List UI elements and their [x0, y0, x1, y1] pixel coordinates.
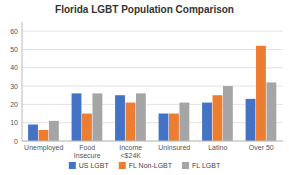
legend-item: FL Non-LGBT	[119, 162, 173, 169]
bar	[223, 86, 233, 141]
x-tick-label-line: <$24K	[121, 152, 142, 159]
y-tick-label: 50	[10, 46, 18, 53]
x-tick-label-line: Food	[79, 144, 95, 151]
legend-swatch	[119, 162, 126, 169]
y-tick-label: 30	[10, 83, 18, 90]
grid-line	[22, 86, 283, 87]
x-tick-label: Over 50	[249, 144, 274, 151]
x-tick-label: Latino	[208, 144, 227, 151]
bar	[92, 93, 102, 141]
grid-line	[22, 49, 283, 50]
grid-line	[22, 31, 283, 32]
bars	[28, 46, 276, 141]
chart: Florida LGBT Population Comparison 0 10 20 3…	[0, 0, 289, 175]
bar	[213, 95, 223, 141]
bar	[82, 114, 92, 141]
bar	[136, 93, 146, 141]
bar	[256, 46, 266, 141]
y-tick-label: 0	[14, 138, 18, 145]
y-tick-label: 40	[10, 64, 18, 71]
legend-label: US LGBT	[79, 162, 110, 169]
grid-line	[22, 141, 283, 142]
y-axis-line	[22, 22, 23, 141]
chart-title: Florida LGBT Population Comparison	[55, 4, 234, 15]
x-tick-label: Unemployed	[24, 144, 63, 152]
legend-swatch	[69, 162, 76, 169]
x-tick-label: FoodInsecure	[74, 144, 101, 159]
bar	[159, 114, 169, 141]
x-tick-label: Uninsured	[158, 144, 190, 151]
bar	[246, 99, 256, 141]
grid-line	[22, 67, 283, 68]
bar	[49, 121, 59, 141]
y-tick-label: 10	[10, 119, 18, 126]
grid-line	[22, 104, 283, 105]
legend-item: FL LGBT	[182, 162, 221, 169]
bar	[39, 130, 49, 141]
x-tick-label-line: Income	[119, 144, 142, 151]
bar	[115, 95, 125, 141]
legend-swatch	[182, 162, 189, 169]
grid-line	[22, 122, 283, 123]
bar	[126, 103, 136, 141]
x-tick-label-line: Insecure	[74, 152, 101, 159]
y-tick-label: 60	[10, 28, 18, 35]
legend-label: FL LGBT	[192, 162, 221, 169]
x-tick-label: Income<$24K	[119, 144, 142, 159]
bar	[72, 93, 82, 141]
bar	[266, 82, 276, 141]
bar	[202, 103, 212, 141]
legend-item: US LGBT	[69, 162, 110, 169]
legend: US LGBT FL Non-LGBT FL LGBT	[69, 162, 221, 169]
y-tick-label: 20	[10, 101, 18, 108]
legend-label: FL Non-LGBT	[129, 162, 173, 169]
bar	[169, 114, 179, 141]
x-axis-line	[22, 141, 283, 142]
bar	[28, 125, 38, 141]
bar	[179, 103, 189, 141]
